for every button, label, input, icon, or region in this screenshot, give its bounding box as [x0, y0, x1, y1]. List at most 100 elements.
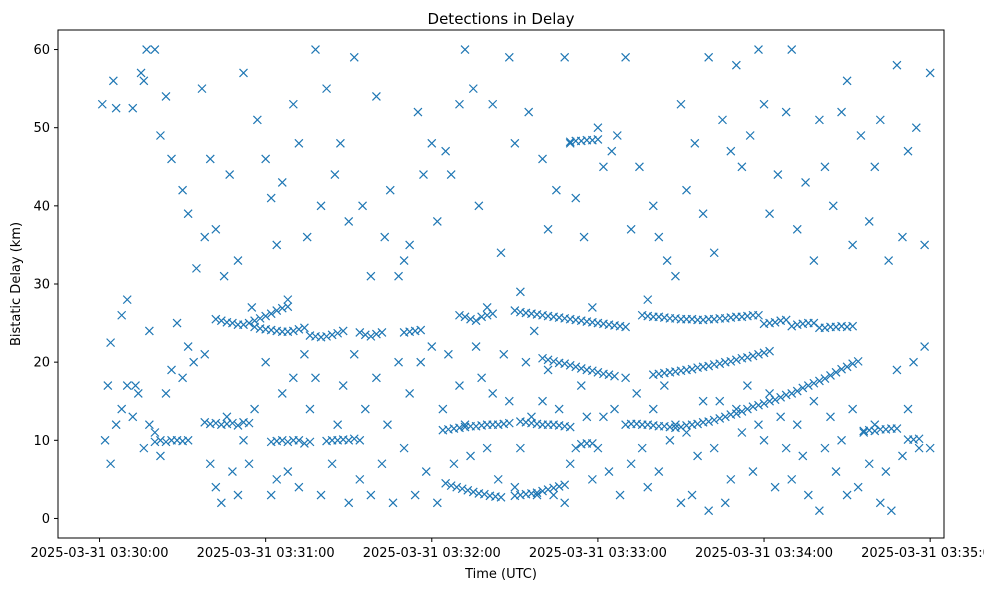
data-point [543, 224, 553, 234]
data-point [144, 326, 154, 336]
data-point [698, 209, 708, 219]
data-point [831, 367, 841, 377]
data-point [488, 309, 498, 319]
data-point [144, 420, 154, 430]
data-point [820, 374, 830, 383]
data-point [244, 459, 254, 469]
y-tick-label: 30 [33, 278, 50, 293]
data-point [754, 400, 763, 410]
data-point [654, 232, 664, 242]
data-points [97, 45, 935, 516]
data-point [587, 366, 597, 376]
data-point [754, 310, 763, 320]
data-point [643, 482, 653, 492]
data-point [358, 201, 367, 211]
data-point [765, 396, 774, 406]
data-point [499, 349, 509, 359]
data-point [399, 443, 409, 453]
data-point [781, 107, 791, 117]
data-point [529, 326, 539, 336]
data-point [748, 467, 758, 476]
data-point [754, 349, 763, 359]
data-point [405, 388, 415, 398]
data-point [538, 353, 547, 363]
data-point [496, 492, 506, 502]
data-point [460, 420, 470, 430]
data-point [150, 45, 160, 54]
data-point [482, 310, 492, 320]
data-point [488, 388, 498, 398]
data-point [615, 490, 625, 500]
data-point [745, 131, 755, 140]
y-tick-label: 50 [33, 121, 50, 136]
data-point [455, 99, 464, 109]
data-point [848, 240, 858, 250]
data-point [288, 373, 298, 383]
data-point [167, 154, 176, 164]
data-point [853, 356, 863, 366]
data-point [698, 396, 708, 406]
data-point [593, 134, 603, 144]
data-point [211, 224, 221, 234]
data-point [474, 201, 484, 211]
data-point [349, 349, 359, 359]
data-point [837, 107, 846, 117]
data-point [355, 328, 365, 337]
data-point [510, 482, 520, 492]
data-point [322, 84, 331, 94]
data-point [587, 439, 597, 448]
data-point [693, 419, 703, 429]
data-point [161, 92, 171, 101]
data-point [748, 402, 758, 412]
data-point [731, 355, 741, 365]
data-point [161, 437, 171, 447]
data-point [773, 170, 783, 180]
data-point [828, 201, 838, 211]
y-axis: 0 10 20 30 40 50 60 [33, 43, 58, 527]
data-point [925, 68, 935, 78]
data-point [266, 490, 276, 500]
data-point [493, 474, 503, 484]
data-point [671, 271, 680, 281]
data-point [261, 311, 271, 321]
data-point [820, 162, 830, 172]
data-point [792, 224, 802, 234]
data-point [759, 435, 769, 445]
y-tick-label: 40 [33, 199, 50, 214]
data-point [211, 314, 221, 324]
data-point [704, 506, 714, 516]
data-point [283, 295, 293, 305]
data-point [626, 459, 636, 469]
data-point [903, 146, 913, 156]
data-point [914, 443, 924, 453]
data-point [770, 482, 780, 492]
data-point [183, 435, 193, 445]
data-point [856, 131, 866, 140]
data-point [239, 320, 248, 330]
data-point [239, 435, 248, 445]
data-point [718, 115, 727, 125]
data-point [122, 295, 132, 305]
data-point [554, 404, 564, 414]
data-point [106, 338, 116, 348]
data-point [748, 351, 758, 361]
chart-title: Detections in Delay [428, 10, 575, 28]
data-point [737, 162, 747, 172]
data-point [853, 482, 863, 492]
data-point [438, 404, 448, 414]
x-tick-label: 2025-03-31 03:34:00 [695, 546, 833, 561]
data-point [233, 256, 243, 265]
data-point [156, 131, 165, 140]
data-point [136, 68, 146, 78]
data-point [413, 107, 423, 117]
data-point [565, 138, 575, 148]
data-point [549, 356, 559, 366]
data-point [737, 406, 747, 416]
data-point [261, 154, 271, 164]
data-point [272, 474, 282, 484]
data-point [787, 321, 797, 331]
data-point [635, 162, 644, 172]
data-point [864, 217, 874, 226]
data-point [139, 443, 149, 453]
